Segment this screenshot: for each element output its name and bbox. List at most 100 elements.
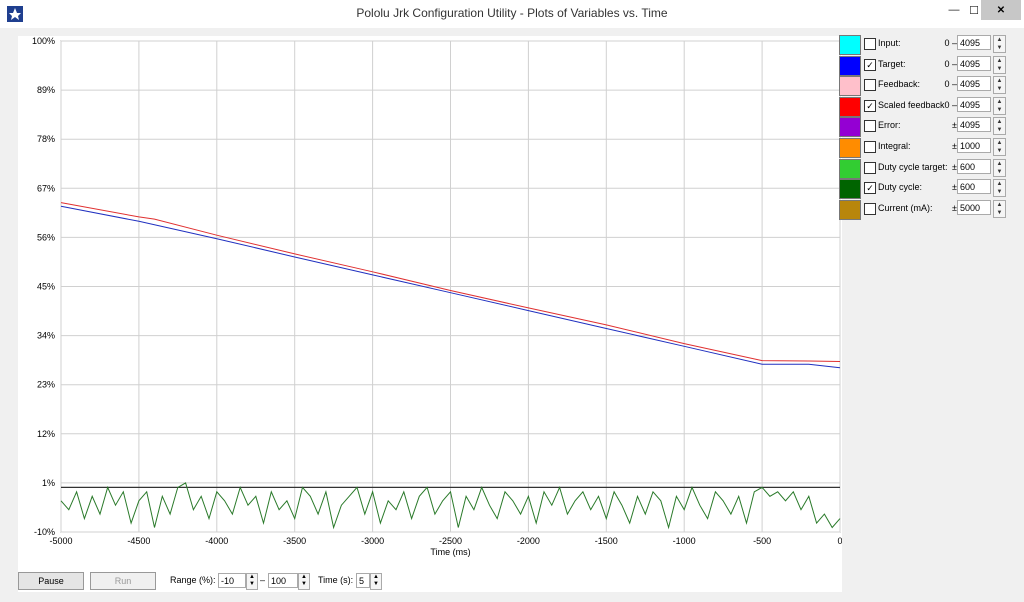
maximize-button[interactable]: ☐	[969, 4, 979, 17]
y-tick-label: 100%	[32, 36, 55, 46]
scale-input[interactable]: 1000	[957, 138, 991, 153]
x-tick-label: -3500	[283, 536, 306, 546]
color-swatch[interactable]	[839, 96, 861, 117]
series-line	[60, 482, 841, 530]
plot-area: -5000 -4500 -4000 -3500 -3000 -2500 -2000 -1500…	[18, 36, 842, 592]
scale-input[interactable]: 5000	[957, 199, 991, 215]
legend-row: ✓ Scaled feedback 0 –4095 ▲ ▼	[839, 96, 1015, 117]
range-dash: –	[260, 575, 266, 585]
y-tick-label: 1%	[42, 478, 55, 488]
time-spinner[interactable]: ▲ ▼	[370, 573, 382, 590]
range-prefix: 0 –	[944, 79, 957, 90]
variables-plot: -5000 -4500 -4000 -3500 -3000 -2500 -2000 -1500…	[32, 36, 842, 557]
scale-spinner[interactable]: ▲ ▼	[993, 55, 1006, 74]
scale-input[interactable]: 600	[957, 158, 991, 174]
y-tick-label: 67%	[37, 183, 55, 193]
run-button[interactable]: Run	[90, 572, 156, 590]
variable-label: Target:	[878, 58, 906, 69]
range-label: Range (%):	[170, 575, 216, 585]
visibility-checkbox[interactable]	[864, 38, 876, 50]
x-axis-label: Time (ms)	[430, 547, 470, 557]
variable-label: Feedback:	[878, 79, 921, 90]
series-line	[60, 202, 841, 362]
y-tick-label: 34%	[37, 331, 55, 341]
color-swatch[interactable]	[839, 179, 861, 200]
y-tick-label: 23%	[37, 380, 55, 390]
legend-row: Input: 0 –4095 ▲ ▼	[839, 34, 1015, 55]
color-swatch[interactable]	[839, 76, 861, 97]
y-tick-label: 78%	[37, 134, 55, 144]
scale-input[interactable]: 4095	[957, 35, 991, 50]
scale-spinner[interactable]: ▲ ▼	[993, 96, 1006, 115]
window-title: Pololu Jrk Configuration Utility - Plots…	[356, 6, 668, 20]
title-bar[interactable]: Pololu Jrk Configuration Utility - Plots…	[0, 0, 1024, 28]
y-tick-label: 56%	[37, 232, 55, 242]
color-swatch[interactable]	[839, 35, 861, 55]
range-min-spinner[interactable]: ▲ ▼	[246, 573, 258, 590]
scale-input[interactable]: 600	[957, 179, 991, 195]
x-tick-label: -5000	[49, 536, 72, 546]
color-swatch[interactable]	[839, 117, 861, 138]
scale-input[interactable]: 4095	[957, 76, 991, 92]
scale-spinner[interactable]: ▲ ▼	[993, 158, 1006, 177]
bottom-controls: Pause Run Range (%): -10 ▲ ▼ – 100 ▲ ▼ Tim…	[8, 568, 848, 594]
visibility-checkbox[interactable]: ✓	[864, 99, 876, 112]
visibility-checkbox[interactable]	[864, 141, 876, 153]
x-tick-label: -500	[753, 536, 771, 546]
color-swatch[interactable]	[839, 55, 861, 76]
variable-label: Duty cycle target:	[878, 161, 948, 172]
visibility-checkbox[interactable]: ✓	[864, 182, 876, 195]
time-input[interactable]: 5	[356, 573, 370, 588]
scale-input[interactable]: 4095	[957, 55, 991, 71]
range-prefix: ±	[952, 202, 957, 213]
range-max-input[interactable]: 100	[268, 573, 298, 588]
pause-button[interactable]: Pause	[18, 572, 84, 590]
y-tick-label: 45%	[37, 282, 55, 292]
visibility-checkbox[interactable]	[864, 161, 876, 174]
range-prefix: ±	[952, 182, 957, 193]
visibility-checkbox[interactable]	[864, 120, 876, 133]
legend-row: Integral: ±1000 ▲ ▼	[839, 137, 1015, 158]
series-line	[60, 205, 841, 369]
legend-row: Duty cycle target: ±600 ▲ ▼	[839, 158, 1015, 179]
scale-spinner[interactable]: ▲ ▼	[993, 179, 1006, 198]
range-min-input[interactable]: -10	[218, 573, 246, 588]
minimize-button[interactable]: —	[948, 4, 960, 16]
variable-label: Duty cycle:	[878, 182, 923, 193]
y-tick-label: 89%	[37, 85, 55, 95]
range-prefix: ±	[952, 120, 957, 131]
visibility-checkbox[interactable]	[864, 202, 876, 215]
color-swatch[interactable]	[839, 199, 861, 220]
x-tick-label: -2500	[439, 536, 462, 546]
scale-input[interactable]: 4095	[957, 96, 991, 112]
y-tick-label: -10%	[34, 527, 55, 537]
range-prefix: ±	[952, 141, 957, 151]
x-tick-label: -3000	[361, 536, 384, 546]
visibility-checkbox[interactable]: ✓	[864, 58, 876, 71]
scale-input[interactable]: 4095	[957, 117, 991, 133]
range-max-spinner[interactable]: ▲ ▼	[298, 573, 310, 590]
legend-row: ✓ Target: 0 –4095 ▲ ▼	[839, 55, 1015, 76]
time-label: Time (s):	[318, 575, 354, 585]
x-tick-label: -2000	[517, 536, 540, 546]
scale-spinner[interactable]: ▲ ▼	[993, 199, 1006, 218]
x-tick-label: 0	[837, 536, 842, 546]
range-prefix: ±	[952, 161, 957, 172]
variable-label: Error:	[878, 120, 901, 131]
scale-spinner[interactable]: ▲ ▼	[993, 35, 1006, 53]
legend-row: ✓ Duty cycle: ±600 ▲ ▼	[839, 178, 1015, 200]
variable-label: Scaled feedback	[878, 99, 945, 110]
x-tick-label: -4500	[127, 536, 150, 546]
color-swatch[interactable]	[839, 138, 861, 158]
scale-spinner[interactable]: ▲ ▼	[993, 138, 1006, 156]
variable-label: Integral:	[878, 141, 911, 151]
y-tick-label: 12%	[37, 429, 55, 439]
scale-spinner[interactable]: ▲ ▼	[993, 117, 1006, 136]
x-tick-label: -1000	[673, 536, 696, 546]
close-button[interactable]: ✕	[981, 0, 1021, 20]
scale-spinner[interactable]: ▲ ▼	[993, 76, 1006, 95]
visibility-checkbox[interactable]	[864, 79, 876, 92]
color-swatch[interactable]	[839, 158, 861, 179]
client-area: -5000 -4500 -4000 -3500 -3000 -2500 -2000 -1500…	[8, 28, 1020, 596]
